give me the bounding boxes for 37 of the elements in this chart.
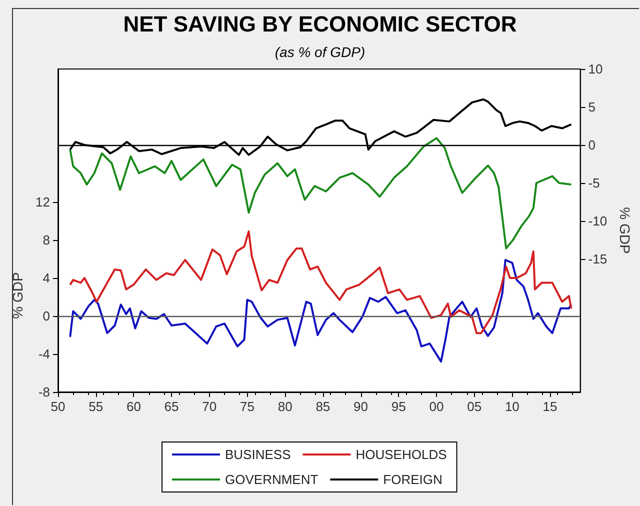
legend-label: HOUSEHOLDS	[356, 447, 448, 462]
x-tick-label: 65	[164, 399, 179, 414]
y2-tick-label: 5	[588, 100, 596, 114]
x-tick-label: 75	[240, 399, 254, 414]
chart-title: NET SAVING BY ECONOMIC SECTOR	[123, 12, 517, 36]
x-tick-label: 90	[354, 399, 368, 414]
y-tick-label: 0	[42, 308, 50, 324]
x-tick-label: 55	[88, 399, 104, 414]
x-tick-label: 10	[504, 399, 520, 414]
legend-label: BUSINESS	[225, 447, 292, 462]
y2-axis-title: % GDP	[617, 207, 633, 254]
y-axis-title: % GDP	[10, 272, 26, 319]
y2-tick-label: -15	[588, 252, 608, 266]
x-tick-label: 50	[50, 399, 66, 414]
x-tick-label: 80	[278, 399, 292, 414]
line-series	[69, 258, 572, 363]
y2-tick-label: -10	[588, 214, 608, 228]
y-tick-label: 4	[42, 270, 50, 286]
y-tick-label: -8	[38, 384, 50, 400]
y2-tick-label: -5	[588, 176, 600, 190]
x-tick-label: 95	[391, 399, 406, 414]
y-tick-label: 12	[36, 194, 50, 210]
x-tick-label: 05	[467, 399, 482, 414]
x-tick-label: 15	[542, 399, 558, 414]
y-tick-label: 8	[42, 232, 50, 248]
y-tick-label: -4	[38, 346, 50, 362]
line-series	[69, 137, 572, 250]
legend-label: FOREIGN	[383, 472, 442, 487]
legend-label: GOVERNMENT	[225, 472, 318, 487]
line-series	[69, 230, 572, 334]
x-tick-label: 60	[126, 399, 141, 414]
chart-subtitle: (as % of GDP)	[274, 44, 366, 60]
x-tick-label: 00	[429, 399, 444, 414]
x-tick-label: 85	[316, 399, 330, 414]
y2-tick-label: 0	[588, 138, 596, 152]
y2-tick-label: 10	[588, 62, 603, 76]
x-tick-label: 70	[202, 399, 217, 414]
